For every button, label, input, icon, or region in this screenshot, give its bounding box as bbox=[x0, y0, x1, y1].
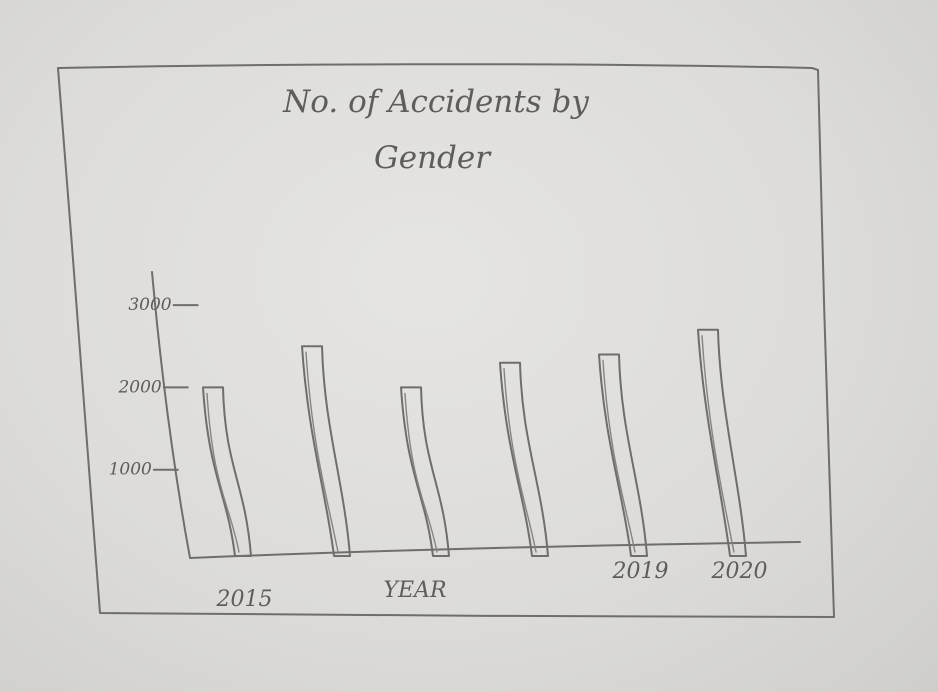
bar-1-stroke bbox=[206, 392, 240, 553]
x-ticks: 2015 2019 2020 bbox=[216, 559, 768, 612]
bar-6 bbox=[697, 328, 747, 557]
bar-1 bbox=[202, 386, 252, 557]
bar-5 bbox=[598, 353, 648, 557]
bar-3-stroke bbox=[404, 392, 438, 553]
y-axis bbox=[151, 271, 191, 559]
x-axis-label: YEAR bbox=[383, 578, 446, 603]
y-tick-label-2000: 2000 bbox=[117, 377, 161, 397]
chart-frame bbox=[57, 63, 835, 618]
chart-title-line-2: Gender bbox=[374, 140, 492, 176]
x-axis bbox=[189, 541, 801, 559]
bar-6-stroke bbox=[701, 335, 735, 553]
bar-3 bbox=[400, 386, 450, 557]
chart-title-line-1: No. of Accidents by bbox=[282, 84, 589, 120]
bar-2-stroke bbox=[305, 351, 339, 553]
x-tick-label-2020: 2020 bbox=[711, 559, 768, 584]
y-tick-label-3000: 3000 bbox=[128, 295, 171, 315]
y-ticks: 1000 2000 3000 bbox=[109, 295, 199, 480]
bar-4 bbox=[499, 361, 549, 557]
bar-5-stroke bbox=[602, 359, 636, 553]
bar-4-stroke bbox=[503, 368, 537, 553]
bar-2 bbox=[301, 345, 351, 557]
bars bbox=[202, 328, 747, 557]
x-tick-label-2019: 2019 bbox=[612, 559, 669, 584]
x-tick-label-2015: 2015 bbox=[216, 587, 273, 612]
y-tick-label-1000: 1000 bbox=[109, 460, 152, 480]
